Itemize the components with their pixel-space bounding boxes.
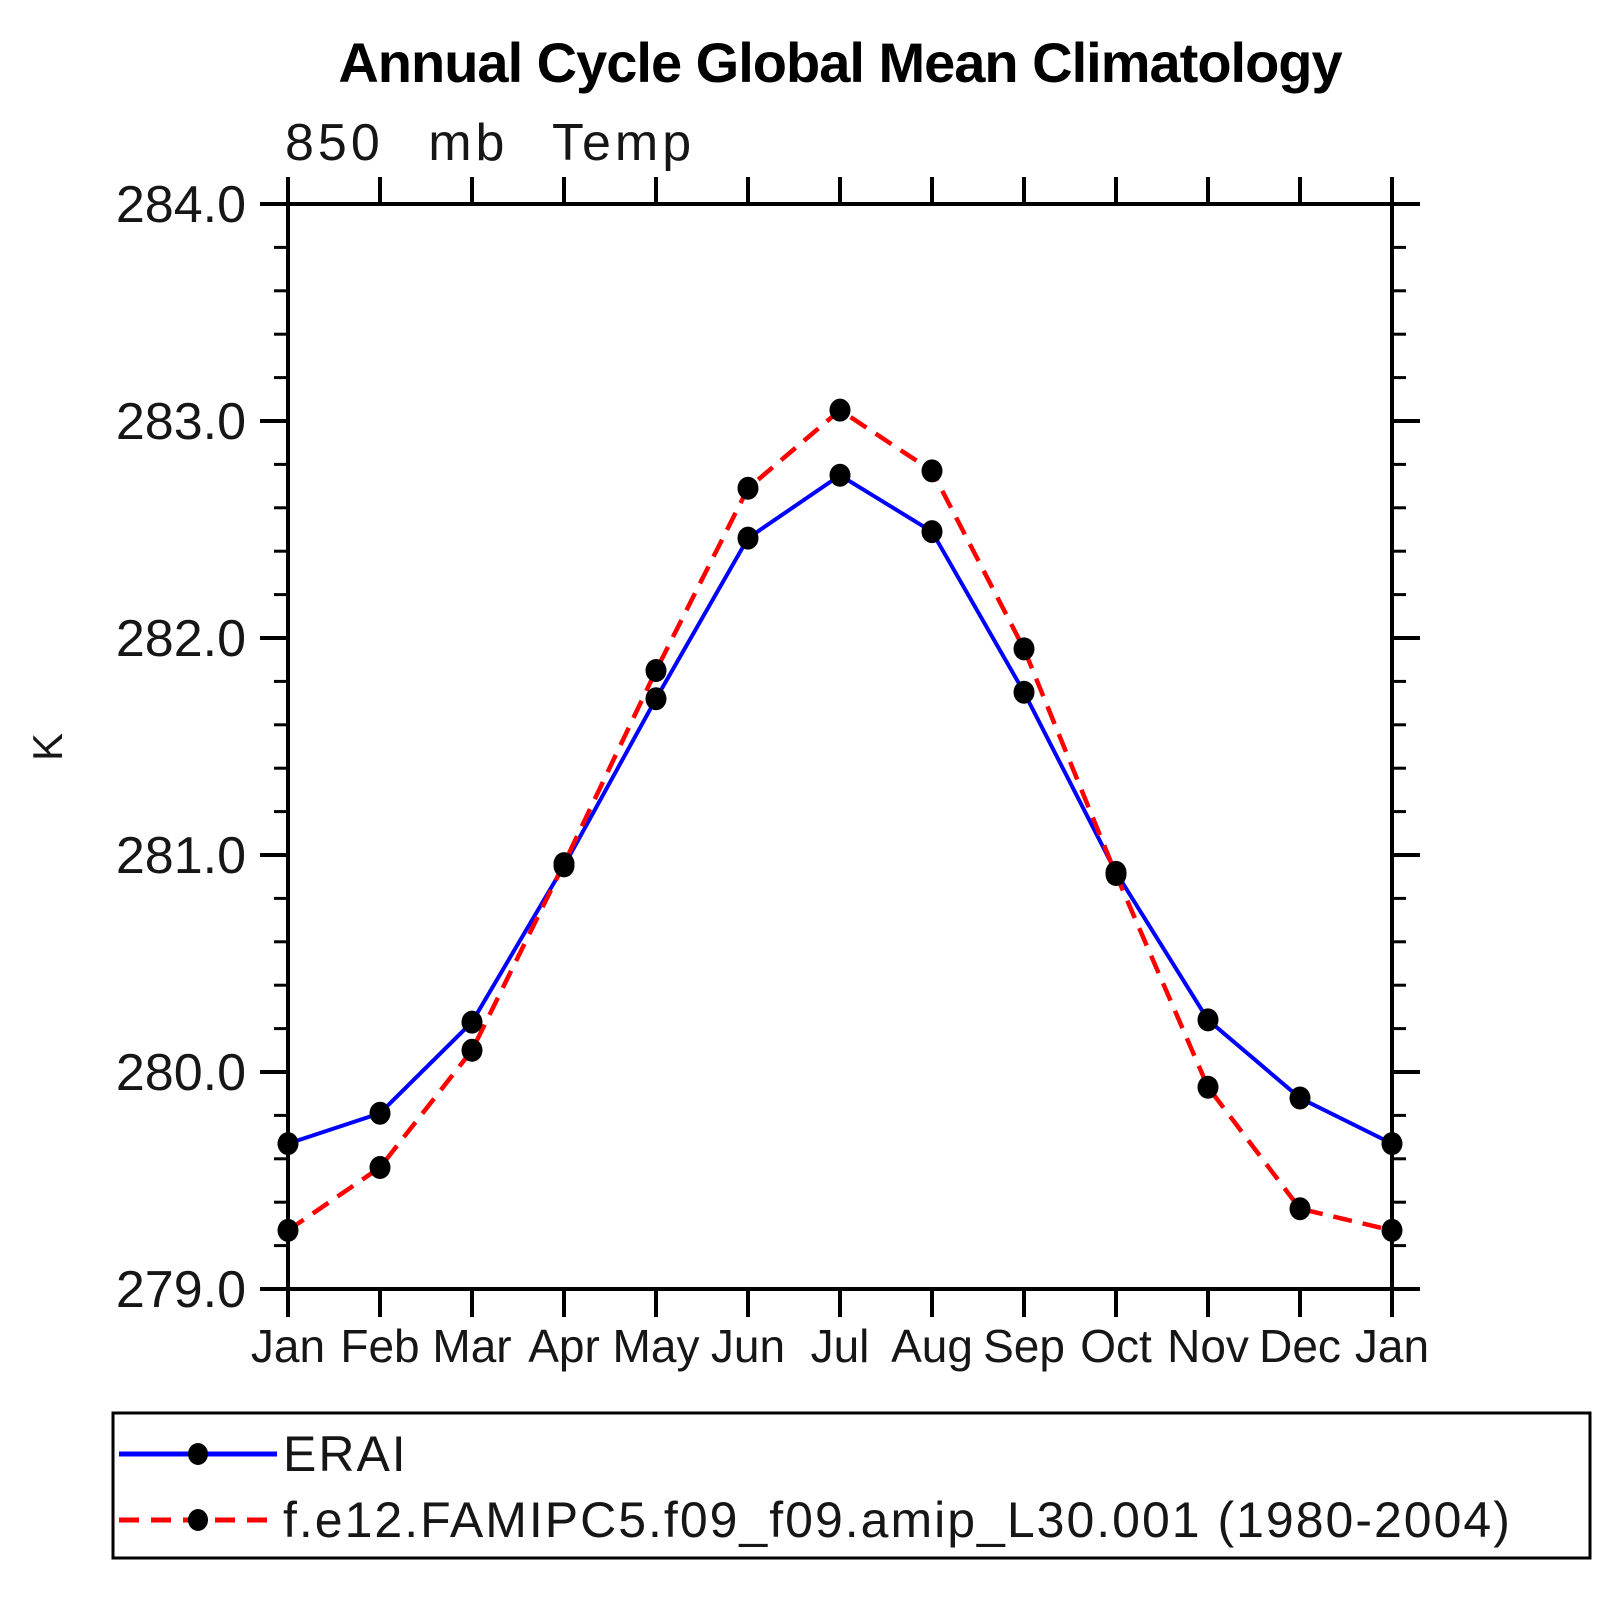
data-point-marker bbox=[461, 1010, 483, 1034]
legend-marker-dot-icon bbox=[188, 1443, 208, 1465]
x-tick-label: Oct bbox=[1080, 1320, 1152, 1372]
x-tick-label: Jan bbox=[251, 1320, 325, 1372]
data-point-marker bbox=[737, 476, 759, 500]
y-tick-label: 282.0 bbox=[116, 610, 246, 668]
data-point-marker bbox=[829, 398, 851, 422]
x-tick-label: Jan bbox=[1355, 1320, 1429, 1372]
data-point-marker bbox=[921, 459, 943, 483]
y-tick-label: 283.0 bbox=[116, 393, 246, 451]
legend-label-erai: ERAI bbox=[283, 1426, 408, 1482]
data-point-marker bbox=[1197, 1075, 1219, 1099]
x-tick-label: Sep bbox=[983, 1320, 1065, 1372]
x-tick-label: Jun bbox=[711, 1320, 785, 1372]
data-point-marker bbox=[1289, 1086, 1311, 1110]
axis-ticks bbox=[260, 177, 1420, 1317]
x-tick-label: Aug bbox=[891, 1320, 973, 1372]
y-axis-title: K bbox=[24, 733, 71, 761]
data-point-marker bbox=[1289, 1197, 1311, 1221]
x-tick-label: Apr bbox=[528, 1320, 600, 1372]
plot-frame bbox=[286, 202, 1394, 1291]
y-tick-label: 284.0 bbox=[116, 176, 246, 234]
x-tick-labels: Jan Feb Mar Apr May Jun Jul Aug Sep Oct Nov Dec Jan bbox=[251, 1320, 1429, 1372]
data-point-marker bbox=[921, 520, 943, 544]
x-tick-label: Nov bbox=[1167, 1320, 1249, 1372]
x-tick-label: Mar bbox=[432, 1320, 511, 1372]
data-point-marker bbox=[553, 852, 575, 876]
data-point-marker bbox=[1013, 637, 1035, 661]
data-point-marker bbox=[645, 659, 667, 683]
legend-box bbox=[111, 1411, 1592, 1560]
data-point-marker bbox=[369, 1155, 391, 1179]
data-point-marker bbox=[461, 1038, 483, 1062]
data-point-marker bbox=[737, 526, 759, 550]
legend-entry-model: f.e12.FAMIPC5.f09_f09.amip_L30.001 (1980… bbox=[119, 1492, 1512, 1548]
data-point-marker bbox=[1197, 1008, 1219, 1032]
x-tick-label: Feb bbox=[340, 1320, 419, 1372]
chart-title: Annual Cycle Global Mean Climatology bbox=[338, 31, 1342, 94]
data-point-marker bbox=[1013, 680, 1035, 704]
legend-entry-erai: ERAI bbox=[119, 1426, 408, 1482]
y-tick-labels: 284.0 283.0 282.0 281.0 280.0 279.0 bbox=[116, 176, 246, 1319]
legend-label-model: f.e12.FAMIPC5.f09_f09.amip_L30.001 (1980… bbox=[283, 1492, 1512, 1548]
chart-subtitle: 850 mb Temp bbox=[285, 114, 695, 172]
data-point-marker bbox=[1105, 863, 1127, 887]
x-tick-label: Jul bbox=[811, 1320, 870, 1372]
data-point-marker bbox=[369, 1101, 391, 1125]
x-tick-label: Dec bbox=[1259, 1320, 1341, 1372]
data-point-marker bbox=[645, 687, 667, 711]
data-series bbox=[277, 398, 1403, 1242]
y-tick-label: 281.0 bbox=[116, 827, 246, 885]
legend: ERAI f.e12.FAMIPC5.f09_f09.amip_L30.001 … bbox=[111, 1411, 1592, 1560]
data-point-marker bbox=[829, 463, 851, 487]
series-line-model bbox=[286, 407, 1393, 1233]
series-line-erai bbox=[287, 472, 1393, 1146]
y-tick-label: 279.0 bbox=[116, 1261, 246, 1319]
y-tick-label: 280.0 bbox=[116, 1044, 246, 1102]
legend-marker-dot-icon bbox=[188, 1509, 208, 1531]
x-tick-label: May bbox=[613, 1320, 700, 1372]
